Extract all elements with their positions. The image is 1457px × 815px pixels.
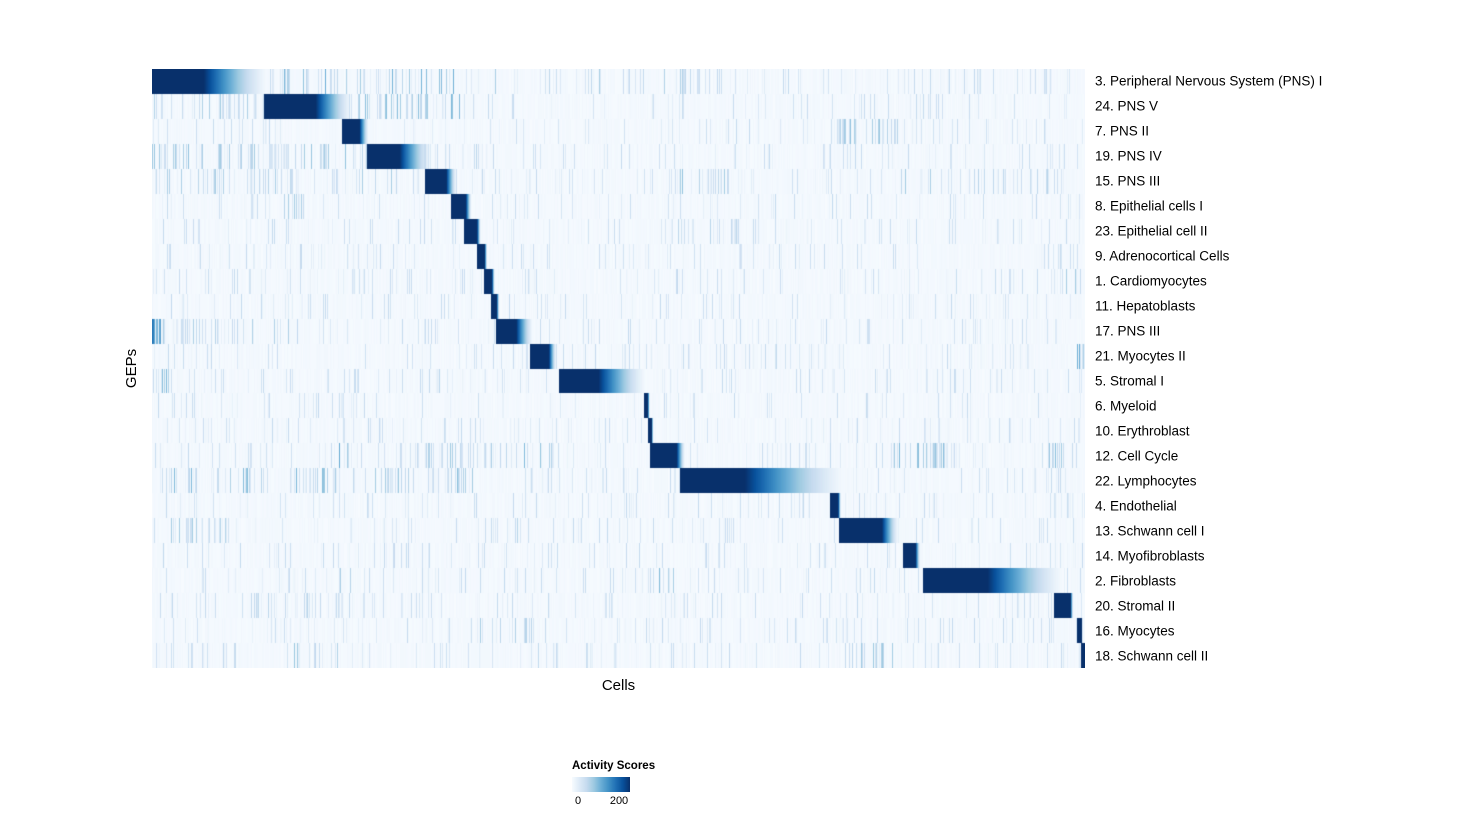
row-label: 6. Myeloid	[1095, 398, 1157, 414]
row-label: 17. PNS III	[1095, 323, 1161, 339]
row-label: 2. Fibroblasts	[1095, 573, 1177, 589]
row-label: 12. Cell Cycle	[1095, 448, 1179, 464]
row-label: 13. Schwann cell I	[1095, 523, 1205, 539]
colorbar-ticks: 0 200	[572, 795, 630, 809]
row-label: 1. Cardiomyocytes	[1095, 273, 1207, 289]
row-label: 9. Adrenocortical Cells	[1095, 248, 1230, 264]
x-axis-label: Cells	[601, 677, 636, 694]
y-axis-label-wrap: GEPs	[116, 69, 148, 668]
row-label: 15. PNS III	[1095, 173, 1161, 189]
row-label: 21. Myocytes II	[1095, 348, 1186, 364]
row-label: 23. Epithelial cell II	[1095, 223, 1208, 239]
row-label: 19. PNS IV	[1095, 148, 1162, 164]
row-label: 14. Myofibroblasts	[1095, 548, 1205, 564]
row-label: 8. Epithelial cells I	[1095, 198, 1204, 214]
row-label: 10. Erythroblast	[1095, 423, 1190, 439]
row-label: 4. Endothelial	[1095, 498, 1177, 514]
row-label: 11. Hepatoblasts	[1095, 298, 1196, 314]
row-label: 18. Schwann cell II	[1095, 648, 1209, 664]
heatmap-canvas	[152, 69, 1085, 668]
row-label: 16. Myocytes	[1095, 623, 1175, 639]
row-label: 20. Stromal II	[1095, 598, 1176, 614]
row-label: 5. Stromal I	[1095, 373, 1165, 389]
colorbar-legend: Activity Scores 0 200	[572, 760, 712, 809]
colorbar-title: Activity Scores	[572, 760, 656, 772]
row-label: 22. Lymphocytes	[1095, 473, 1197, 489]
colorbar-gradient	[572, 777, 630, 792]
row-label: 3. Peripheral Nervous System (PNS) I	[1095, 73, 1323, 89]
y-axis-label: GEPs	[123, 348, 141, 389]
colorbar-tick-min: 0	[574, 795, 582, 807]
colorbar-tick-max: 200	[609, 795, 629, 807]
row-label: 7. PNS II	[1095, 123, 1150, 139]
row-labels: 3. Peripheral Nervous System (PNS) I 24. …	[1095, 69, 1455, 668]
row-label: 24. PNS V	[1095, 98, 1159, 114]
